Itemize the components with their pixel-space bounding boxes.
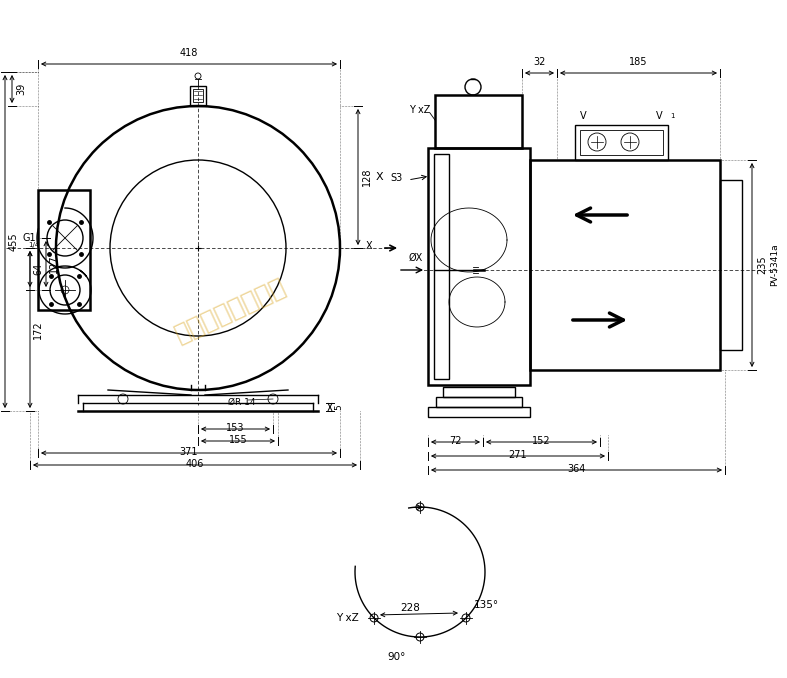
Bar (720, 180, 742, 350)
Bar (435, 95, 522, 148)
Text: 185: 185 (630, 57, 648, 67)
Bar (436, 397, 522, 407)
Text: G1: G1 (22, 233, 36, 243)
Text: 1/4: 1/4 (28, 242, 39, 248)
Text: 418: 418 (179, 48, 198, 58)
Text: 135°: 135° (474, 600, 499, 610)
Text: 5: 5 (334, 404, 343, 410)
Text: 64: 64 (33, 263, 43, 275)
Text: 153: 153 (226, 423, 245, 433)
Bar (580, 130, 663, 155)
Text: Y xZ: Y xZ (336, 613, 359, 623)
Bar (428, 407, 530, 417)
Text: 155: 155 (229, 435, 247, 445)
Text: 172: 172 (33, 320, 43, 339)
Text: ØR 14: ØR 14 (228, 398, 256, 407)
Text: PV-5341a: PV-5341a (770, 243, 779, 286)
Text: 235: 235 (757, 256, 767, 275)
Text: X: X (365, 241, 372, 251)
Text: 32: 32 (534, 57, 545, 67)
Bar (575, 125, 668, 160)
Text: 1: 1 (670, 113, 674, 119)
Text: Y xZ: Y xZ (408, 105, 430, 115)
Text: 152: 152 (532, 436, 551, 446)
Text: 406: 406 (186, 459, 204, 469)
Text: V: V (580, 111, 586, 121)
Text: 72: 72 (449, 436, 462, 446)
Text: 39: 39 (16, 83, 26, 95)
Text: 455: 455 (9, 232, 19, 251)
Text: 271: 271 (508, 450, 527, 460)
Bar (428, 148, 530, 385)
Text: 228: 228 (400, 603, 420, 613)
Text: 364: 364 (567, 464, 586, 474)
Text: X: X (376, 172, 383, 182)
Bar (443, 387, 515, 397)
Text: S3: S3 (391, 173, 403, 183)
Text: 127: 127 (49, 255, 59, 273)
Text: 371: 371 (179, 447, 198, 457)
Bar (530, 160, 720, 370)
Bar (434, 154, 449, 379)
Bar (38, 190, 90, 310)
Text: V: V (656, 111, 663, 121)
Text: ØX: ØX (408, 253, 423, 263)
Text: 北京美乐机电设备: 北京美乐机电设备 (171, 274, 290, 346)
Text: 90°: 90° (388, 652, 406, 662)
Bar (193, 89, 203, 102)
Bar (190, 86, 206, 106)
Text: 128: 128 (362, 167, 372, 186)
